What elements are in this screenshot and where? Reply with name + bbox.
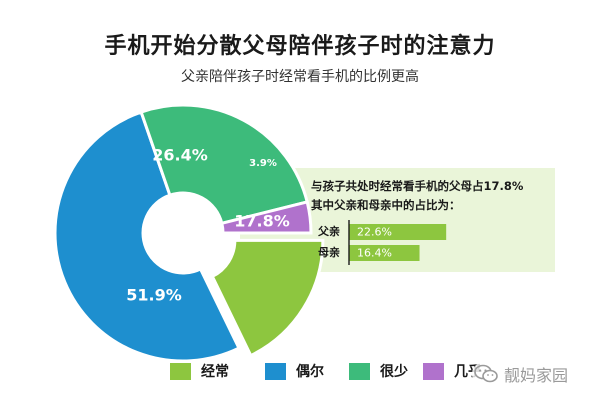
watermark: 靓妈家园 <box>472 362 575 386</box>
callout-bar-label-mother: 16.4% <box>357 247 392 260</box>
legend-swatch-often <box>170 362 191 380</box>
legend-label-occasionally: 偶尔 <box>296 364 324 380</box>
chart-title: 手机开始分散父母陪伴孩子时的注意力 <box>104 34 496 59</box>
callout-bar-mother <box>349 245 420 261</box>
callout-bar-father <box>349 224 447 240</box>
slice-label-almost-never: 3.9% <box>249 158 277 169</box>
slice-label-often: 17.8% <box>234 212 290 231</box>
legend: 经常 偶尔 很少 几乎 <box>0 360 600 384</box>
wechat-logo-icon <box>474 364 498 383</box>
chart-subtitle: 父亲陪伴孩子时经常看手机的比例更高 <box>181 69 419 85</box>
legend-item-often: 经常 <box>170 360 229 382</box>
slice-label-occasionally: 51.9% <box>126 286 182 305</box>
legend-swatch-almost-never <box>423 362 444 380</box>
legend-swatch-occasionally <box>265 362 286 380</box>
legend-swatch-rarely <box>349 362 370 380</box>
watermark-text: 靓妈家园 <box>504 366 569 385</box>
callout-bar-name-father: 父亲 <box>317 224 340 238</box>
legend-item-rarely: 很少 <box>349 360 408 382</box>
pie-slice-almost-never <box>219 200 313 235</box>
pie-slice-often <box>210 238 325 358</box>
pie-slice-occasionally <box>53 110 241 363</box>
legend-label-often: 经常 <box>201 364 229 380</box>
slice-label-rarely: 26.4% <box>152 146 208 165</box>
legend-label-rarely: 很少 <box>380 364 408 380</box>
callout-text-line2: 其中父亲和母亲中的占比为： <box>311 198 461 212</box>
callout-text-line1: 与孩子共处时经常看手机的父母占17.8% <box>311 179 524 193</box>
legend-item-occasionally: 偶尔 <box>265 360 324 382</box>
callout-bar-label-father: 22.6% <box>357 226 392 239</box>
callout-bar-name-mother: 母亲 <box>318 245 340 259</box>
pie-slice-rarely <box>139 103 309 226</box>
